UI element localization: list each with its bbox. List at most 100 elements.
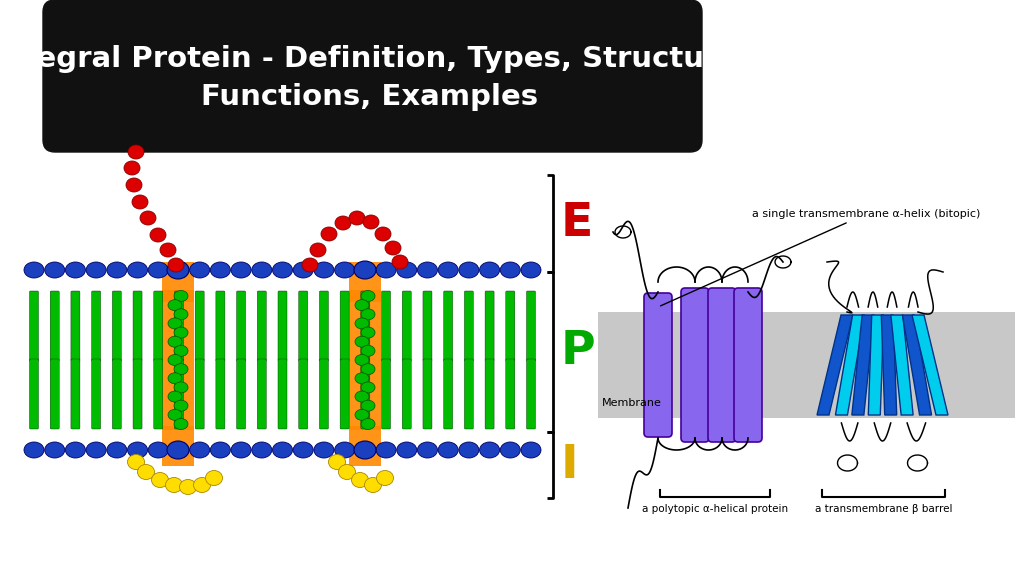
Ellipse shape: [174, 290, 188, 301]
Ellipse shape: [272, 442, 293, 458]
FancyBboxPatch shape: [506, 359, 515, 429]
FancyBboxPatch shape: [443, 359, 453, 429]
FancyBboxPatch shape: [50, 291, 59, 361]
FancyBboxPatch shape: [113, 291, 121, 361]
Polygon shape: [836, 315, 864, 415]
Ellipse shape: [310, 243, 326, 257]
FancyBboxPatch shape: [402, 359, 412, 429]
Ellipse shape: [501, 262, 520, 278]
Ellipse shape: [137, 464, 155, 479]
Text: E: E: [561, 201, 593, 246]
Ellipse shape: [252, 442, 271, 458]
Ellipse shape: [361, 382, 375, 393]
Ellipse shape: [385, 241, 401, 255]
Ellipse shape: [174, 309, 188, 320]
Ellipse shape: [66, 262, 85, 278]
Ellipse shape: [128, 454, 144, 469]
Ellipse shape: [351, 472, 369, 487]
Ellipse shape: [168, 258, 184, 272]
Ellipse shape: [314, 442, 334, 458]
Ellipse shape: [355, 336, 369, 347]
Ellipse shape: [329, 454, 345, 469]
FancyBboxPatch shape: [443, 291, 453, 361]
Ellipse shape: [210, 442, 230, 458]
Ellipse shape: [66, 442, 85, 458]
Ellipse shape: [128, 442, 147, 458]
Ellipse shape: [355, 318, 369, 329]
Ellipse shape: [86, 262, 106, 278]
Bar: [598, 312, 1015, 418]
Text: Membrane: Membrane: [602, 398, 662, 408]
Ellipse shape: [45, 442, 65, 458]
Ellipse shape: [174, 363, 188, 374]
Ellipse shape: [355, 442, 376, 458]
Ellipse shape: [355, 354, 369, 366]
Text: Integral Protein - Definition, Types, Structure,
Functions, Examples: Integral Protein - Definition, Types, St…: [0, 45, 750, 111]
Ellipse shape: [194, 478, 211, 492]
Bar: [162, 290, 194, 430]
Ellipse shape: [106, 262, 127, 278]
Ellipse shape: [335, 262, 354, 278]
Polygon shape: [868, 315, 884, 415]
Ellipse shape: [361, 290, 375, 301]
FancyBboxPatch shape: [196, 291, 204, 361]
FancyBboxPatch shape: [43, 0, 702, 152]
Polygon shape: [902, 315, 932, 415]
Ellipse shape: [140, 211, 156, 225]
Ellipse shape: [24, 442, 44, 458]
Ellipse shape: [459, 442, 479, 458]
FancyBboxPatch shape: [382, 359, 390, 429]
FancyBboxPatch shape: [278, 291, 287, 361]
Ellipse shape: [174, 419, 188, 430]
Ellipse shape: [418, 262, 437, 278]
Ellipse shape: [206, 471, 222, 486]
Ellipse shape: [479, 442, 500, 458]
Ellipse shape: [168, 410, 182, 420]
Ellipse shape: [189, 442, 210, 458]
FancyBboxPatch shape: [299, 291, 307, 361]
Ellipse shape: [24, 262, 44, 278]
Ellipse shape: [349, 211, 365, 225]
Ellipse shape: [355, 262, 376, 278]
Ellipse shape: [361, 363, 375, 374]
Ellipse shape: [160, 243, 176, 257]
FancyBboxPatch shape: [360, 291, 370, 361]
FancyBboxPatch shape: [464, 291, 473, 361]
Bar: [349, 290, 381, 430]
Ellipse shape: [174, 346, 188, 357]
Ellipse shape: [174, 327, 188, 338]
FancyBboxPatch shape: [196, 359, 204, 429]
Ellipse shape: [361, 327, 375, 338]
Ellipse shape: [168, 300, 182, 310]
FancyBboxPatch shape: [278, 359, 287, 429]
Ellipse shape: [167, 261, 189, 279]
Ellipse shape: [231, 262, 251, 278]
Ellipse shape: [361, 400, 375, 411]
Ellipse shape: [501, 442, 520, 458]
FancyBboxPatch shape: [216, 291, 225, 361]
FancyBboxPatch shape: [485, 291, 495, 361]
FancyBboxPatch shape: [485, 359, 495, 429]
Ellipse shape: [179, 479, 197, 495]
Bar: [162, 426, 194, 466]
Ellipse shape: [339, 464, 355, 479]
Ellipse shape: [302, 258, 318, 272]
FancyBboxPatch shape: [681, 288, 709, 442]
FancyBboxPatch shape: [644, 293, 672, 437]
Ellipse shape: [362, 215, 379, 229]
Ellipse shape: [335, 442, 354, 458]
Ellipse shape: [354, 441, 376, 459]
FancyBboxPatch shape: [91, 359, 100, 429]
Bar: [349, 262, 381, 302]
Ellipse shape: [293, 442, 313, 458]
Ellipse shape: [438, 442, 458, 458]
Ellipse shape: [361, 346, 375, 357]
Ellipse shape: [168, 336, 182, 347]
FancyBboxPatch shape: [423, 291, 432, 361]
FancyBboxPatch shape: [340, 359, 349, 429]
FancyBboxPatch shape: [257, 359, 266, 429]
Ellipse shape: [521, 262, 541, 278]
Ellipse shape: [169, 262, 189, 278]
Ellipse shape: [152, 472, 169, 487]
Ellipse shape: [361, 309, 375, 320]
